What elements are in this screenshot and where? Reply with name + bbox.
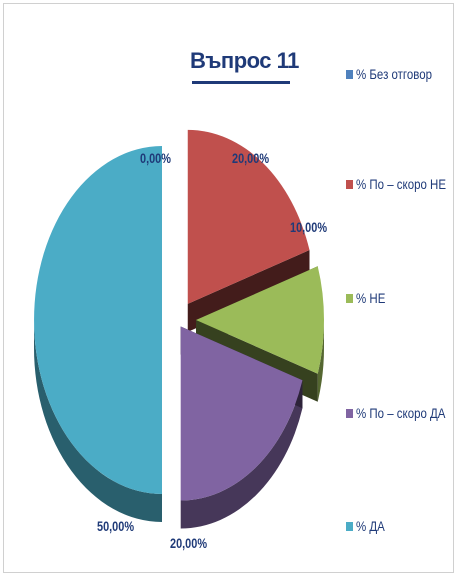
pie-slice-side-3 [180,380,303,529]
pie-slice-4 [34,146,162,494]
pie-slice-1 [187,129,310,304]
chart-title: Въпрос 11 [190,48,299,73]
pie-slice-side-2 [317,320,324,402]
legend-item-bez-otgovor: % Без отговор [346,66,449,82]
chart-title-underline [192,81,290,84]
legend-label: % ДА [356,518,385,534]
pie-slice-side-4 [34,320,162,522]
legend-swatch [346,521,353,531]
legend-item-po-skoro-ne: % По – скоро НЕ [346,176,459,192]
legend-label: % По – скоро ДА [356,405,446,421]
legend-item-po-skoro-da: % По – скоро ДА [346,405,459,421]
data-label-po-skoro-ne: 20,00% [232,150,270,166]
data-label-ne: 10,00% [290,219,328,235]
pie-slice-2 [196,266,325,374]
legend-swatch [346,69,353,79]
data-label-po-skoro-da: 20,00% [170,535,208,551]
legend-label: % По – скоро НЕ [356,176,446,192]
data-label-bez-otgovor: 0,00% [140,150,171,166]
pie-slice-3 [180,326,303,501]
data-label-da: 50,00% [97,518,135,534]
legend-item-ne: % НЕ [346,290,392,306]
legend-swatch [346,408,353,418]
legend-item-da: % ДА [346,518,391,534]
legend-label: % Без отговор [356,66,432,82]
legend-label: % НЕ [356,290,386,306]
legend-swatch [346,179,353,189]
legend-swatch [346,293,353,303]
